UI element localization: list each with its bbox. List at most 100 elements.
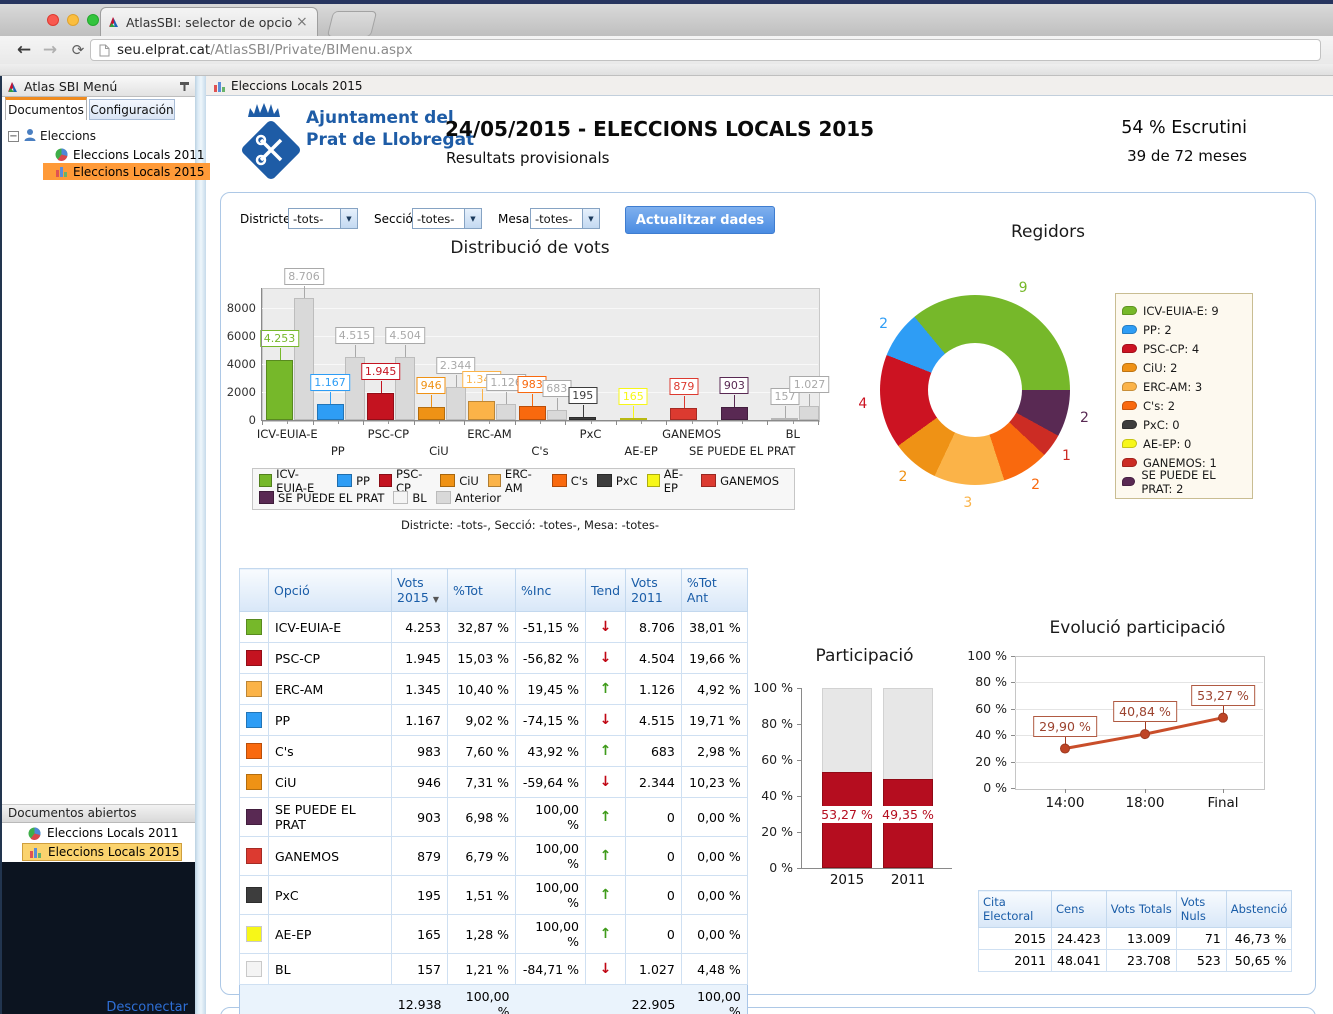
column-header[interactable]: Tend (586, 569, 626, 612)
evolucio-ytick-label: 0 % (963, 780, 1007, 795)
close-window-button[interactable] (47, 14, 59, 26)
tree-item-eleccions-2011[interactable]: Eleccions Locals 2011 (43, 146, 210, 163)
open-docs-title: Documentos abiertos (8, 806, 137, 820)
vots-xtick-minor (439, 421, 440, 424)
forward-icon[interactable]: → (38, 39, 62, 61)
column-header[interactable]: Cita Electoral (979, 891, 1052, 928)
table-row: BL1571,21 %-84,71 %↓1.0274,48 % (240, 954, 748, 985)
vots-bar-anterior (446, 387, 466, 420)
column-header[interactable]: Cens (1052, 891, 1107, 928)
vots-value-callout: 4.253 (260, 330, 300, 347)
select-value: -totes- (413, 212, 464, 226)
legend-swatch (393, 491, 408, 504)
chevron-down-icon[interactable]: ▼ (582, 209, 599, 228)
vots-bar-2015 (317, 404, 344, 420)
page-subtitle: Resultats provisionals (446, 149, 609, 167)
vots-xtick-label: ICV-EUIA-E (257, 427, 318, 441)
new-tab-button[interactable] (327, 11, 377, 37)
crossed-keys-icon (251, 130, 291, 170)
document-tab-label[interactable]: Eleccions Locals 2015 (231, 79, 363, 93)
table-row: PSC-CP1.94515,03 %-56,82 %↓4.50419,66 % (240, 643, 748, 674)
browser-tab[interactable]: AtlasSBI: selector de opcio × (100, 7, 318, 36)
legend-item: BL (393, 491, 426, 505)
pin-icon[interactable] (178, 80, 191, 93)
tree-expander-icon[interactable]: − (8, 131, 19, 142)
vots-bar-2015 (721, 407, 748, 420)
party-color-swatch (246, 619, 262, 635)
vots-xtick-minor (338, 421, 339, 424)
vots-xtick (464, 421, 465, 425)
regidors-legend-item: SE PUEDE EL PRAT: 2 (1122, 472, 1246, 491)
column-header[interactable]: Vots2015▼ (392, 569, 448, 612)
tab-configuracion[interactable]: Configuración (89, 99, 175, 120)
select-seccio[interactable]: -totes-▼ (412, 208, 482, 229)
table-row: CiU9467,31 %-59,64 %↓2.34410,23 % (240, 767, 748, 798)
back-icon[interactable]: ← (12, 39, 36, 61)
minimize-window-button[interactable] (67, 14, 79, 26)
actualitzar-dades-button[interactable]: Actualitzar dades (625, 206, 775, 234)
tree-root-eleccions[interactable]: Eleccions (40, 129, 96, 143)
vots-gridline (262, 308, 818, 309)
chevron-down-icon[interactable]: ▼ (464, 209, 481, 228)
vots-callout-stem (355, 345, 356, 357)
select-mesa[interactable]: -totes-▼ (530, 208, 600, 229)
tree-item-eleccions-2015[interactable]: Eleccions Locals 2015 (43, 163, 210, 180)
table-row: SE PUEDE EL PRAT9036,98 %100,00 %↑00,00 … (240, 798, 748, 837)
legend-swatch (597, 474, 612, 487)
select-value: -tots- (289, 212, 340, 226)
chevron-down-icon[interactable]: ▼ (340, 209, 357, 228)
vots-value-callout: 946 (417, 377, 446, 394)
evolucio-value-callout: 29,90 % (1033, 716, 1097, 737)
column-header[interactable]: Opció (269, 569, 392, 612)
vots-value-callout: 683 (542, 380, 571, 397)
legend-item: PP (337, 474, 370, 488)
open-doc-2011[interactable]: Eleccions Locals 2011 (22, 824, 182, 842)
pie-chart-icon (55, 148, 68, 161)
column-header[interactable]: Abstenció (1226, 891, 1292, 928)
trend-up-icon: ↑ (600, 681, 612, 697)
legend-swatch (701, 474, 716, 487)
filter-label-seccio: Secció: (374, 212, 417, 226)
zoom-window-button[interactable] (87, 14, 99, 26)
vots-value-callout: 4.515 (335, 327, 375, 344)
table-row: AE-EP1651,28 %100,00 %↑00,00 % (240, 915, 748, 954)
table-row: PxC1951,51 %100,00 %↑00,00 % (240, 876, 748, 915)
disconnect-link[interactable]: Desconectar (0, 1000, 188, 1014)
party-color-swatch (246, 712, 262, 728)
select-districte[interactable]: -tots-▼ (288, 208, 358, 229)
table-row: GANEMOS8796,79 %100,00 %↑00,00 % (240, 837, 748, 876)
vots-xtick-minor (540, 421, 541, 424)
legend-item: C's (552, 474, 588, 488)
tab-documentos[interactable]: Documentos (5, 97, 87, 120)
sidebar-splitter[interactable] (195, 76, 206, 1014)
column-header[interactable]: %Tot Ant (681, 569, 747, 612)
reload-icon[interactable]: ⟳ (66, 39, 90, 61)
screen: AtlasSBI: selector de opcio × ← → ⟳ seu.… (0, 0, 1333, 1014)
url-bar[interactable]: seu.elprat.cat/AtlasSBI/Private/BIMenu.a… (90, 39, 1321, 61)
vots-xtick-label: GANEMOS (662, 427, 721, 441)
column-header[interactable] (240, 569, 269, 612)
column-header[interactable]: %Tot (448, 569, 516, 612)
meses-count: 39 de 72 meses (1040, 147, 1247, 165)
evolucio-title: Evolució participació (1005, 618, 1270, 638)
legend-swatch (379, 474, 392, 487)
bookmarks-strip (0, 64, 1333, 76)
column-header[interactable]: %Inc (516, 569, 586, 612)
cita-table-grid: Cita ElectoralCensVots TotalsVots NulsAb… (978, 890, 1292, 972)
column-header[interactable]: Vots2011 (626, 569, 682, 612)
open-doc-2015[interactable]: Eleccions Locals 2015 (22, 843, 182, 861)
vots-xtick (262, 421, 263, 425)
vots-value-callout: 8.706 (284, 268, 324, 285)
tab-close-icon[interactable]: × (296, 14, 308, 30)
vots-xtick-minor (388, 421, 389, 424)
regidors-slice-label: 2 (1031, 477, 1040, 493)
regidors-title: Regidors (958, 222, 1138, 242)
vots-bar-2015 (266, 360, 293, 420)
column-header[interactable]: Vots Nuls (1176, 891, 1226, 928)
evolucio-ytick-label: 80 % (963, 674, 1007, 689)
column-header[interactable]: Vots Totals (1106, 891, 1176, 928)
tab-title: AtlasSBI: selector de opcio (126, 15, 294, 30)
page-icon (99, 44, 110, 57)
vots-callout-stem (506, 392, 507, 404)
vots-callout-stem (684, 396, 685, 408)
